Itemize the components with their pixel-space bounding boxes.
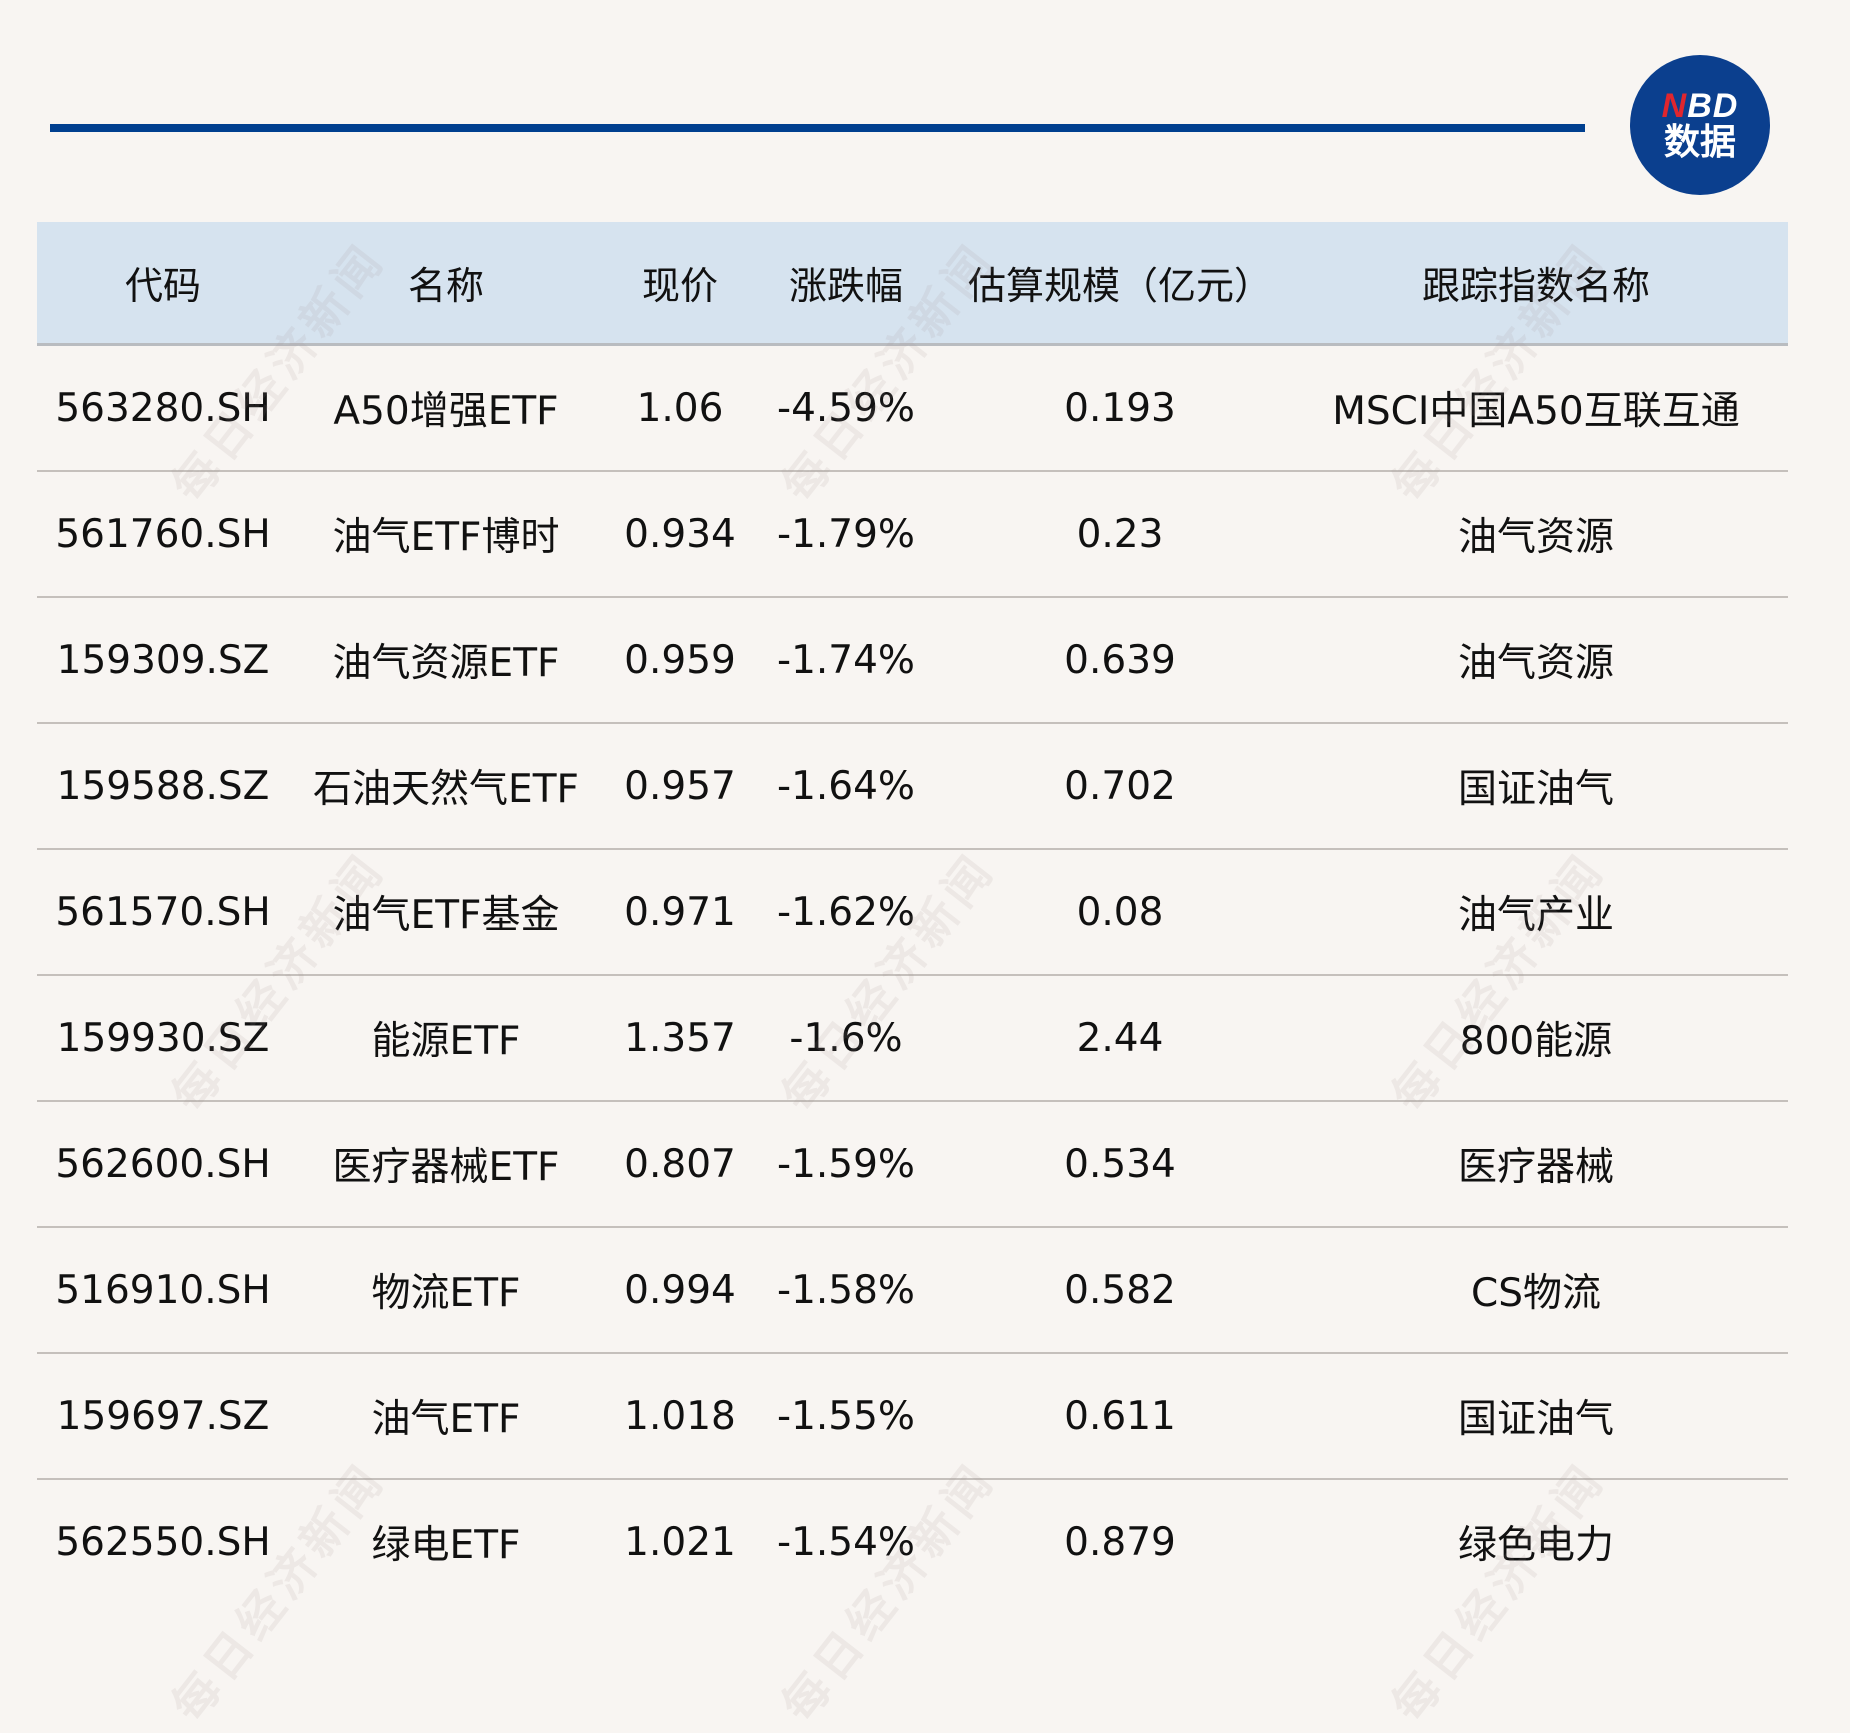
cell-price: 0.971 xyxy=(624,889,736,935)
cell-scale: 0.193 xyxy=(1064,385,1176,431)
table-row: 561570.SH 油气ETF基金 0.971 -1.62% 0.08 油气产业 xyxy=(37,850,1788,976)
table-row: 563280.SH A50增强ETF 1.06 -4.59% 0.193 MSC… xyxy=(37,346,1788,472)
cell-scale: 0.702 xyxy=(1064,763,1176,809)
cell-index: 油气资源 xyxy=(1457,515,1615,560)
cell-price: 1.018 xyxy=(624,1393,736,1439)
cell-change: -1.74% xyxy=(777,637,915,683)
cell-price: 0.957 xyxy=(624,763,736,809)
cell-scale: 0.639 xyxy=(1064,637,1176,683)
cell-name: 绿电ETF xyxy=(371,1523,521,1568)
cell-index: 绿色电力 xyxy=(1457,1523,1615,1568)
table-row: 562550.SH 绿电ETF 1.021 -1.54% 0.879 绿色电力 xyxy=(37,1480,1788,1604)
cell-scale: 0.611 xyxy=(1064,1393,1176,1439)
cell-name: 物流ETF xyxy=(371,1271,521,1316)
cell-price: 0.994 xyxy=(624,1267,736,1313)
cell-price: 0.959 xyxy=(624,637,736,683)
cell-scale: 2.44 xyxy=(1076,1015,1164,1061)
cell-price: 1.357 xyxy=(624,1015,736,1061)
cell-change: -1.64% xyxy=(777,763,915,809)
cell-name: 油气资源ETF xyxy=(332,641,560,686)
cell-index: 医疗器械 xyxy=(1457,1145,1615,1190)
cell-scale: 0.534 xyxy=(1064,1141,1176,1187)
cell-change: -1.6% xyxy=(789,1015,903,1061)
cell-index: 800能源 xyxy=(1459,1019,1613,1064)
cell-index: MSCI中国A50互联互通 xyxy=(1332,389,1740,434)
cell-name: 油气ETF基金 xyxy=(332,893,560,938)
cell-name: A50增强ETF xyxy=(333,389,559,434)
etf-table: 代码 名称 现价 涨跌幅 估算规模（亿元） 跟踪指数名称 563280.SH A… xyxy=(37,222,1788,1604)
table-row: 159309.SZ 油气资源ETF 0.959 -1.74% 0.639 油气资… xyxy=(37,598,1788,724)
header-name: 名称 xyxy=(407,264,485,308)
cell-scale: 0.879 xyxy=(1064,1519,1176,1565)
cell-code: 561570.SH xyxy=(55,889,271,935)
cell-code: 516910.SH xyxy=(55,1267,271,1313)
logo-brand: NBD xyxy=(1662,89,1739,123)
cell-scale: 0.23 xyxy=(1076,511,1164,557)
table-row: 159930.SZ 能源ETF 1.357 -1.6% 2.44 800能源 xyxy=(37,976,1788,1102)
cell-code: 563280.SH xyxy=(55,385,271,431)
cell-change: -1.59% xyxy=(777,1141,915,1187)
cell-code: 562600.SH xyxy=(55,1141,271,1187)
cell-index: 国证油气 xyxy=(1457,767,1615,812)
cell-price: 1.021 xyxy=(624,1519,736,1565)
cell-price: 0.934 xyxy=(624,511,736,557)
cell-index: 油气资源 xyxy=(1457,641,1615,686)
cell-change: -1.55% xyxy=(777,1393,915,1439)
header-rule xyxy=(50,124,1585,132)
table-row: 159697.SZ 油气ETF 1.018 -1.55% 0.611 国证油气 xyxy=(37,1354,1788,1480)
cell-code: 562550.SH xyxy=(55,1519,271,1565)
cell-index: CS物流 xyxy=(1471,1271,1601,1316)
logo-subtitle: 数据 xyxy=(1663,122,1736,163)
cell-name: 石油天然气ETF xyxy=(313,767,579,812)
cell-change: -1.58% xyxy=(777,1267,915,1313)
cell-code: 159930.SZ xyxy=(56,1015,270,1061)
cell-change: -4.59% xyxy=(777,385,915,431)
cell-price: 1.06 xyxy=(636,385,724,431)
table-header: 代码 名称 现价 涨跌幅 估算规模（亿元） 跟踪指数名称 xyxy=(37,222,1788,346)
header-code: 代码 xyxy=(124,264,202,308)
cell-scale: 0.08 xyxy=(1076,889,1164,935)
cell-scale: 0.582 xyxy=(1064,1267,1176,1313)
cell-index: 油气产业 xyxy=(1457,893,1615,938)
header-price: 现价 xyxy=(641,264,719,308)
table-row: 159588.SZ 石油天然气ETF 0.957 -1.64% 0.702 国证… xyxy=(37,724,1788,850)
cell-change: -1.62% xyxy=(777,889,915,935)
cell-name: 能源ETF xyxy=(371,1019,521,1064)
nbd-data-logo: NBD 数据 xyxy=(1630,55,1770,195)
cell-code: 159697.SZ xyxy=(56,1393,270,1439)
header-change: 涨跌幅 xyxy=(788,264,904,308)
table-row: 562600.SH 医疗器械ETF 0.807 -1.59% 0.534 医疗器… xyxy=(37,1102,1788,1228)
cell-name: 油气ETF xyxy=(371,1397,521,1442)
cell-change: -1.54% xyxy=(777,1519,915,1565)
cell-name: 医疗器械ETF xyxy=(332,1145,560,1190)
table-row: 516910.SH 物流ETF 0.994 -1.58% 0.582 CS物流 xyxy=(37,1228,1788,1354)
cell-price: 0.807 xyxy=(624,1141,736,1187)
logo-letter-n: N xyxy=(1661,87,1688,125)
header-index: 跟踪指数名称 xyxy=(1421,264,1651,308)
cell-change: -1.79% xyxy=(777,511,915,557)
table-row: 561760.SH 油气ETF博时 0.934 -1.79% 0.23 油气资源 xyxy=(37,472,1788,598)
cell-code: 159309.SZ xyxy=(56,637,270,683)
logo-letters-bd: BD xyxy=(1687,87,1739,125)
cell-name: 油气ETF博时 xyxy=(332,515,560,560)
cell-code: 561760.SH xyxy=(55,511,271,557)
header-scale: 估算规模（亿元） xyxy=(967,264,1273,308)
cell-index: 国证油气 xyxy=(1457,1397,1615,1442)
cell-code: 159588.SZ xyxy=(56,763,270,809)
